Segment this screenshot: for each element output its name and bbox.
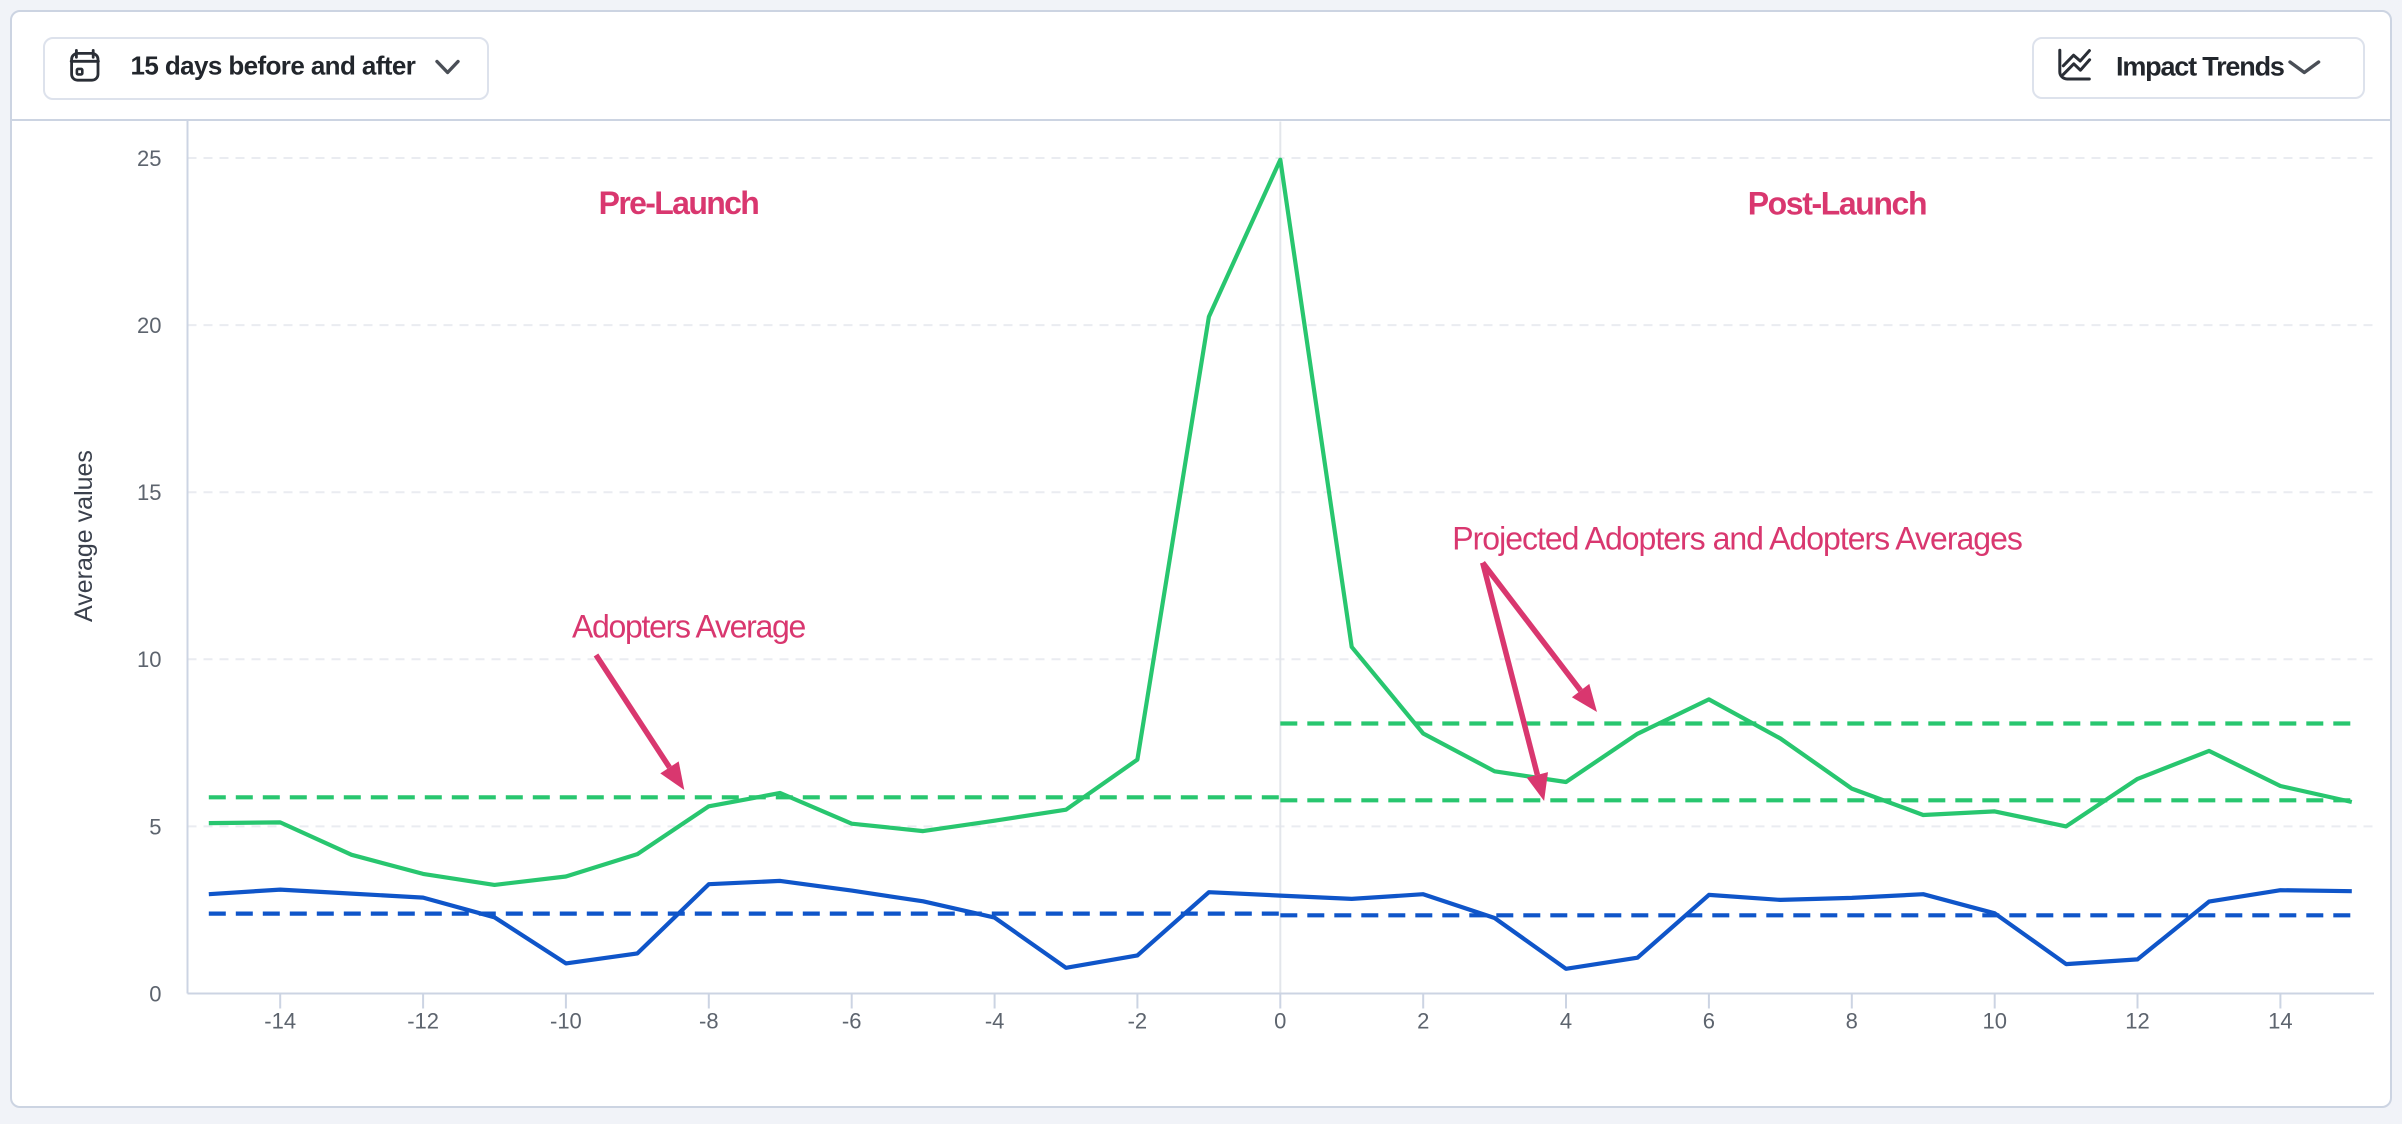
svg-text:Average values: Average values — [70, 450, 98, 622]
svg-text:15 days before and after: 15 days before and after — [131, 50, 416, 80]
svg-text:-10: -10 — [550, 1008, 582, 1033]
svg-text:Adopters Average: Adopters Average — [572, 608, 806, 644]
svg-text:-14: -14 — [264, 1008, 296, 1033]
svg-text:2: 2 — [1417, 1008, 1429, 1033]
svg-text:Pre-Launch: Pre-Launch — [599, 185, 759, 221]
svg-text:0: 0 — [1274, 1008, 1286, 1033]
svg-text:10: 10 — [1982, 1008, 2006, 1033]
svg-text:Impact Trends: Impact Trends — [2116, 52, 2284, 82]
svg-text:-12: -12 — [407, 1008, 439, 1033]
svg-text:10: 10 — [137, 647, 161, 672]
svg-text:6: 6 — [1703, 1008, 1715, 1033]
svg-text:Projected Adopters and Adopter: Projected Adopters and Adopters Averages — [1452, 521, 2022, 557]
svg-text:4: 4 — [1560, 1008, 1572, 1033]
svg-text:15: 15 — [137, 480, 161, 505]
svg-text:-2: -2 — [1128, 1008, 1148, 1033]
svg-text:20: 20 — [137, 313, 161, 338]
svg-text:8: 8 — [1846, 1008, 1858, 1033]
svg-text:-4: -4 — [985, 1008, 1005, 1033]
svg-text:12: 12 — [2125, 1008, 2149, 1033]
svg-text:Post-Launch: Post-Launch — [1748, 186, 1926, 222]
svg-text:-6: -6 — [842, 1008, 862, 1033]
svg-text:-8: -8 — [699, 1008, 719, 1033]
svg-text:25: 25 — [137, 146, 161, 171]
svg-text:14: 14 — [2268, 1008, 2292, 1033]
svg-text:5: 5 — [149, 814, 161, 839]
svg-text:0: 0 — [149, 981, 161, 1006]
